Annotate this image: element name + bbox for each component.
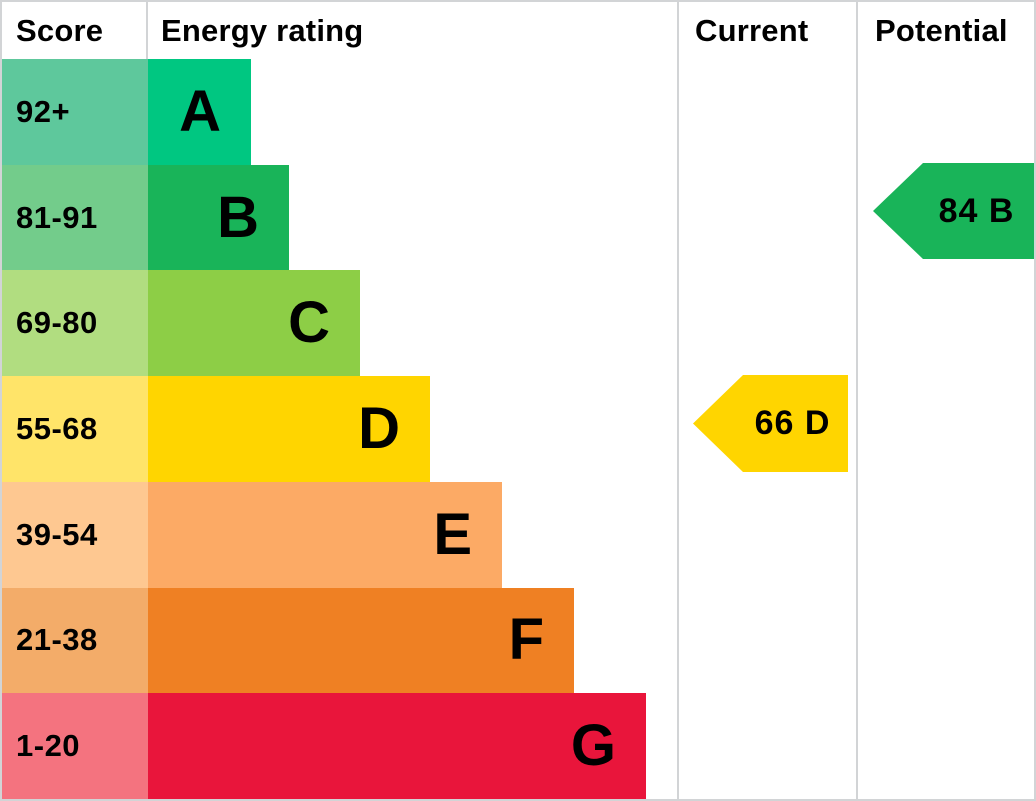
rating-bar-e: E xyxy=(148,481,502,588)
score-cell-f: 21-38 xyxy=(2,587,148,694)
rating-letter-f: F xyxy=(508,607,544,673)
rating-letter-c: C xyxy=(288,290,330,356)
band-row-d: 55-68 D xyxy=(2,376,1034,482)
header-score: Score xyxy=(2,2,148,59)
rating-letter-d: D xyxy=(358,396,400,462)
score-cell-e: 39-54 xyxy=(2,481,148,588)
band-row-b: 81-91 B xyxy=(2,164,1034,271)
score-cell-c: 69-80 xyxy=(2,270,148,377)
rating-bar-d: D xyxy=(148,376,430,482)
rating-letter-b: B xyxy=(217,184,259,250)
header-potential: Potential xyxy=(875,12,1008,48)
chart-header: Score Energy rating Current Potential xyxy=(2,2,1034,59)
potential-column-divider xyxy=(856,2,858,799)
rating-bar-c: C xyxy=(148,270,360,377)
band-row-a: 92+ A xyxy=(2,59,1034,165)
score-cell-a: 92+ xyxy=(2,59,148,165)
rating-letter-g: G xyxy=(570,713,616,779)
band-row-c: 69-80 C xyxy=(2,270,1034,377)
rating-letter-e: E xyxy=(433,501,472,567)
score-cell-d: 55-68 xyxy=(2,376,148,482)
band-row-f: 21-38 F xyxy=(2,587,1034,694)
potential-rating-label: 84 B xyxy=(938,191,1015,230)
score-cell-g: 1-20 xyxy=(2,693,148,799)
rating-letter-a: A xyxy=(179,78,221,144)
rating-bar-b: B xyxy=(148,164,289,271)
rating-bar-g: G xyxy=(148,693,646,799)
rating-bar-f: F xyxy=(148,587,574,694)
rating-bar-a: A xyxy=(148,59,251,165)
rating-bands: 92+ A 81-91 B 69-80 C 55-68 D 39-54 xyxy=(2,59,1034,799)
band-row-g: 1-20 G xyxy=(2,693,1034,799)
current-rating-label: 66 D xyxy=(754,404,831,442)
score-cell-b: 81-91 xyxy=(2,164,148,271)
header-current: Current xyxy=(695,12,809,48)
band-row-e: 39-54 E xyxy=(2,481,1034,588)
header-energy-rating: Energy rating xyxy=(161,12,364,48)
current-column-divider xyxy=(677,2,679,799)
